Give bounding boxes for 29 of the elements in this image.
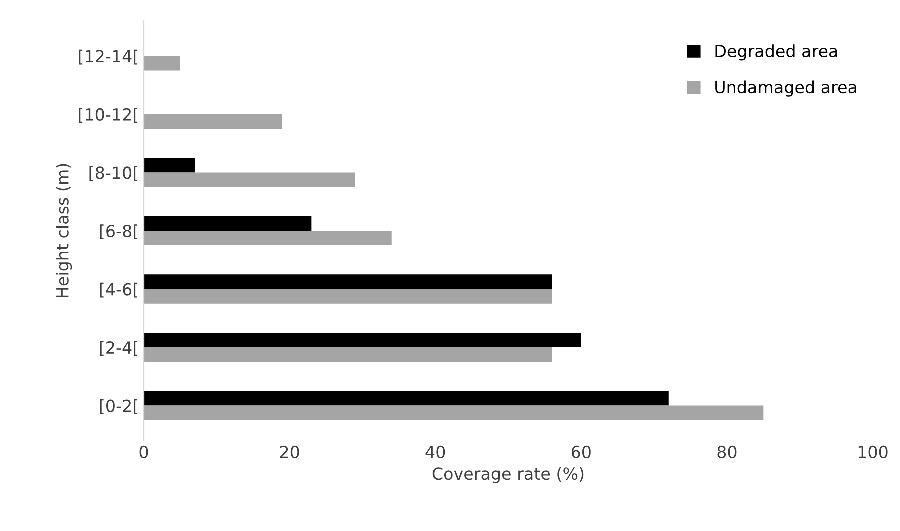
- y-tick-label: [12-14[: [79, 50, 138, 65]
- y-axis-title: Height class (m): [56, 164, 72, 298]
- bar: [144, 274, 552, 290]
- bar: [144, 348, 552, 362]
- y-tick-label: [8-10[: [90, 166, 138, 182]
- y-tick-label: [10-12[: [79, 108, 138, 123]
- x-axis-title: Coverage rate (%): [432, 467, 584, 484]
- x-tick-label: 60: [572, 446, 591, 458]
- x-tick-label: 40: [426, 446, 446, 458]
- bar: [144, 172, 356, 188]
- y-tick-label: [2-4[: [100, 341, 138, 356]
- y-tick-label: [0-2[: [100, 399, 138, 414]
- bar: [144, 230, 392, 246]
- bar: [144, 332, 582, 348]
- bar: [144, 158, 196, 173]
- x-tick-label: 20: [280, 446, 300, 458]
- bar: [144, 216, 312, 231]
- y-tick-label: [6-8[: [100, 224, 138, 240]
- bar: [144, 56, 180, 71]
- x-tick-label: 100: [858, 446, 888, 458]
- x-tick-label: 0: [140, 446, 148, 458]
- bar: [144, 406, 764, 420]
- legend-label: Degraded area: [716, 44, 838, 61]
- legend-label: Undamaged area: [716, 80, 856, 97]
- bar: [144, 391, 669, 406]
- x-tick-label: 80: [718, 446, 737, 458]
- bar: [144, 289, 552, 304]
- bar: [144, 114, 283, 130]
- y-tick-label: [4-6[: [100, 282, 138, 298]
